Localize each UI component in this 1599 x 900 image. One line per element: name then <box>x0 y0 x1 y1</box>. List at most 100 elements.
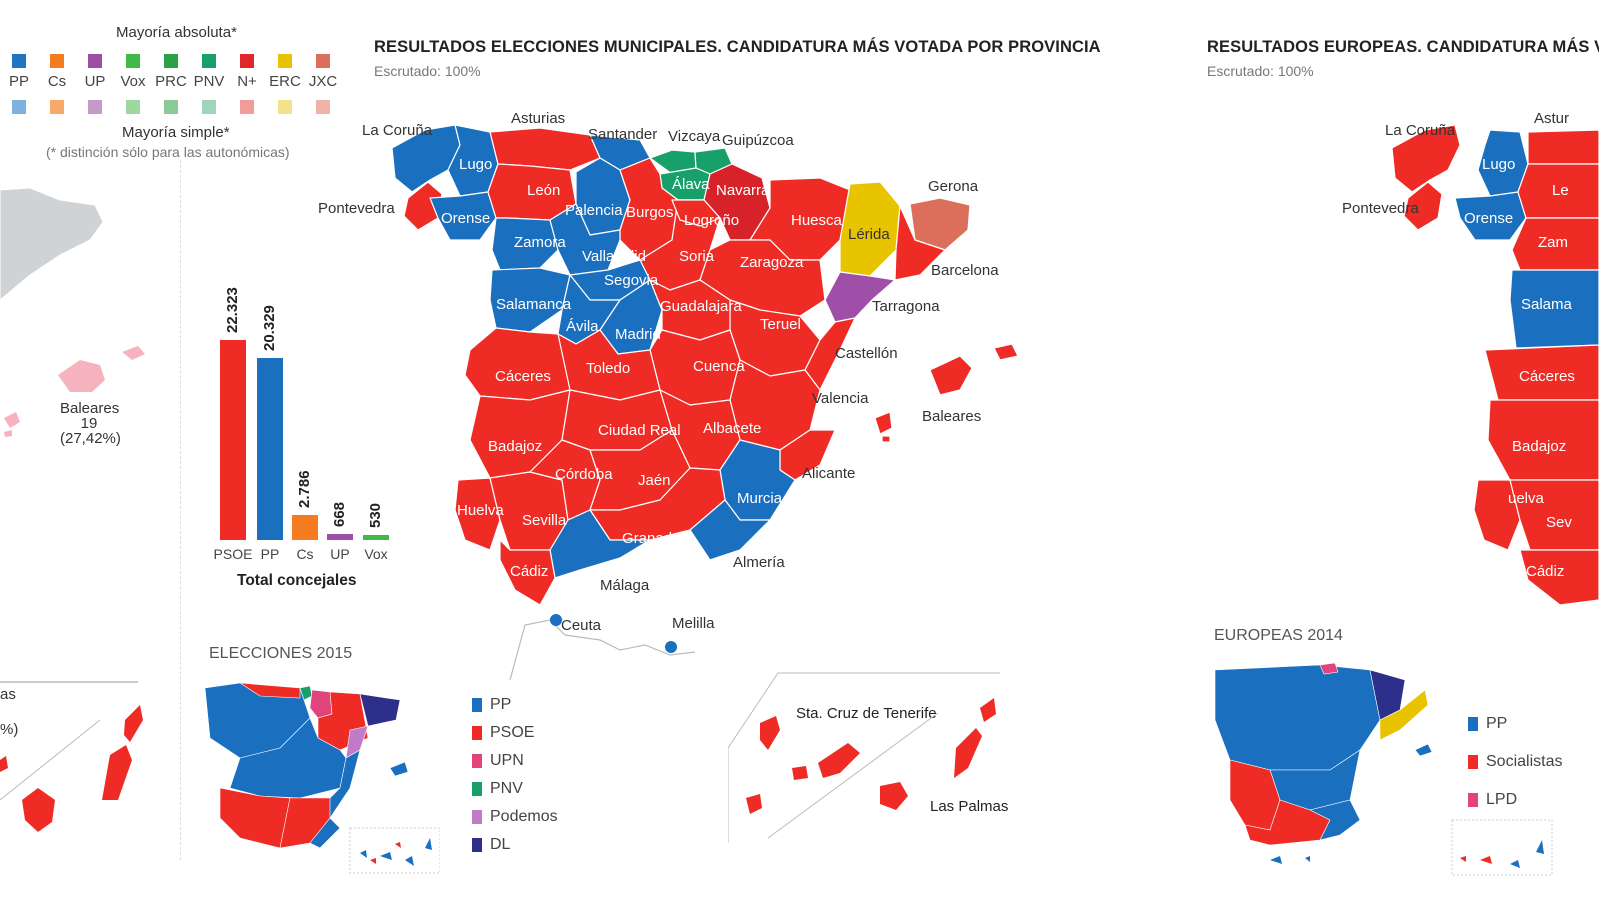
legend-swatch <box>472 838 482 852</box>
absolute-swatch <box>316 54 330 68</box>
bar-category-label: UP <box>330 546 350 562</box>
province-label: Tarragona <box>872 298 940 315</box>
party-label: UP <box>84 73 106 90</box>
province-label: Guadalajara <box>660 298 742 315</box>
legend-label: Socialistas <box>1486 753 1563 770</box>
legend-party-prc: PRC <box>152 54 190 90</box>
province-almeria <box>689 499 771 561</box>
island-mallorca <box>929 355 973 396</box>
province-label: Lérida <box>848 226 890 243</box>
island-lanzarote <box>980 698 996 722</box>
legend-swatch <box>472 782 482 796</box>
menorca-shape <box>122 346 145 360</box>
left-partial-map <box>0 187 145 832</box>
legend-item: PP <box>472 691 558 719</box>
europeas-results-map <box>1391 124 1599 606</box>
europeas-2014-map <box>1214 662 1433 864</box>
simple-swatch <box>126 100 140 114</box>
legend-label: LPD <box>1486 791 1518 808</box>
eu-province-label: Cádiz <box>1526 563 1565 580</box>
province-label: Barcelona <box>931 262 999 279</box>
eu-province-label: Badajoz <box>1512 438 1567 455</box>
eu-province-label: Cáceres <box>1519 368 1575 385</box>
legend-label: PSOE <box>490 724 535 741</box>
absolute-majority-swatches: PP Cs UP Vox PRC PNV N+ ERC JXC <box>0 54 342 90</box>
elections-2015-legend: PP PSOE UPN PNV Podemos DL <box>472 691 558 859</box>
province-label: Málaga <box>600 577 650 594</box>
legend-party-jxc: JXC <box>304 54 342 90</box>
island-ibiza <box>874 411 893 435</box>
province-cadiz <box>499 539 556 606</box>
province-label: Asturias <box>511 110 566 127</box>
canary-island-a <box>124 705 143 742</box>
absolute-swatch <box>12 54 26 68</box>
province-label: Navarra <box>716 182 770 199</box>
europeas-2014-legend: PP Socialistas LPD <box>1468 705 1562 819</box>
legend-party-pnv: PNV <box>190 54 228 90</box>
simple-swatch <box>316 100 330 114</box>
simple-swatch <box>50 100 64 114</box>
simple-swatch <box>278 100 292 114</box>
eu-province-label: Pontevedra <box>1342 200 1419 217</box>
eu-province-label: Zam <box>1538 234 1568 251</box>
region-2015-south-west <box>219 787 291 849</box>
legend-item: PSOE <box>472 719 558 747</box>
eu-province-label: Lugo <box>1482 156 1516 173</box>
region-2015-cat-dl <box>359 693 401 727</box>
province-label: Madrid <box>615 326 661 343</box>
province-label: Castellón <box>835 345 898 362</box>
province-label: Albacete <box>703 420 762 437</box>
canarias-2015-islands-red <box>370 842 401 864</box>
party-label: JXC <box>308 73 338 90</box>
party-label: N+ <box>237 73 257 90</box>
province-label: Ciudad Real <box>598 422 681 439</box>
legend-item: PNV <box>472 775 558 803</box>
legend-item: Socialistas <box>1468 743 1562 781</box>
province-label: Guipúzcoa <box>722 132 794 149</box>
simple-swatch-cell <box>76 100 114 114</box>
province-label: Cáceres <box>495 368 551 385</box>
simple-swatch-cell <box>38 100 76 114</box>
eu-caceres <box>1484 344 1599 401</box>
legend-label: Podemos <box>490 808 558 825</box>
simple-swatch-cell <box>228 100 266 114</box>
province-salamanca <box>489 267 571 333</box>
legend-item: DL <box>472 831 558 859</box>
eu-pontevedra <box>1403 181 1443 231</box>
bar-category-label: PSOE <box>213 546 253 562</box>
province-label: Orense <box>441 210 491 227</box>
absolute-majority-title: Mayoría absoluta* <box>116 24 237 41</box>
canary-island-d <box>0 756 8 772</box>
europeas-title: RESULTADOS EUROPEAS. CANDIDATURA MÁS VO <box>1207 38 1599 56</box>
bar-chart-xlabel: Total concejales <box>237 572 357 589</box>
eu-province-label: Astur <box>1534 110 1570 127</box>
simple-swatch <box>240 100 254 114</box>
legend-label: PNV <box>490 780 523 797</box>
region-2015-upn <box>309 689 333 719</box>
africa-coastline <box>509 619 696 680</box>
province-label: Huelva <box>457 502 504 519</box>
eu-cadiz <box>1519 549 1599 606</box>
legend-item: UPN <box>472 747 558 775</box>
simple-swatch-cell <box>190 100 228 114</box>
island-tenerife <box>818 743 860 778</box>
absolute-swatch <box>126 54 140 68</box>
partial-label-1: as <box>0 686 16 703</box>
province-label: Huesca <box>791 212 842 229</box>
province-label: Vizcaya <box>668 128 721 145</box>
baleares-percent: (27,42%) <box>60 430 121 447</box>
canarias-diagonal <box>767 712 939 839</box>
party-label: PNV <box>193 73 225 90</box>
formentera-shape <box>4 430 12 437</box>
island-gran-canaria <box>880 782 908 810</box>
region-2015-north-red <box>239 682 301 699</box>
legend-note: (* distinción sólo para las autonómicas) <box>46 144 290 160</box>
eu-province-label: Salama <box>1521 296 1572 313</box>
europeas-2014-title: EUROPEAS 2014 <box>1214 627 1343 644</box>
island-formentera <box>881 435 891 443</box>
ceuta-dot <box>550 614 562 626</box>
province-orense <box>429 191 497 241</box>
bar-psoe <box>220 340 246 540</box>
legend-party-cs: Cs <box>38 54 76 90</box>
legend-item: Podemos <box>472 803 558 831</box>
